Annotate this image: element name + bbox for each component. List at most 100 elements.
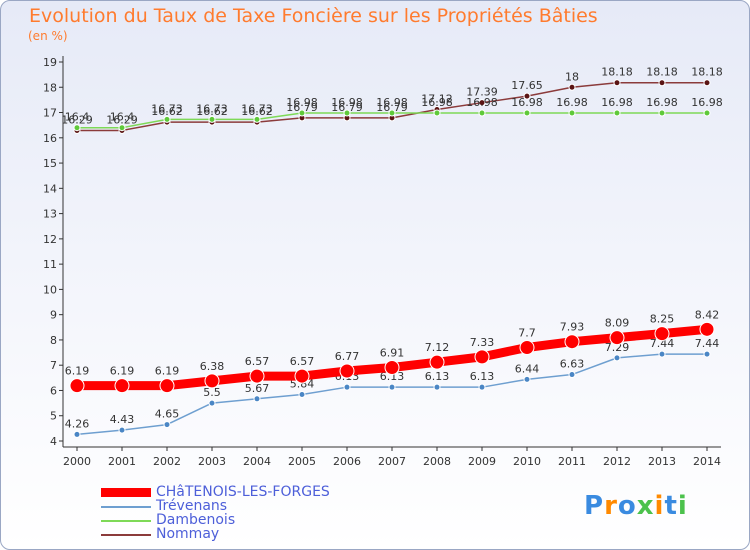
data-label: 6.38 xyxy=(200,360,225,373)
data-point xyxy=(654,326,670,342)
data-label: 5.67 xyxy=(245,382,270,395)
data-point xyxy=(478,383,486,391)
data-point xyxy=(388,109,396,117)
data-label: 7.12 xyxy=(425,341,450,354)
data-point xyxy=(253,395,261,403)
data-label: 5.84 xyxy=(290,378,315,391)
data-label: 16.98 xyxy=(691,96,723,109)
logo-letter: o xyxy=(617,491,637,521)
data-point xyxy=(658,79,666,87)
logo-letter: i xyxy=(654,491,665,521)
y-tick-label: 19 xyxy=(43,56,57,69)
legend-item: Nommay xyxy=(101,526,401,542)
data-point xyxy=(564,334,580,350)
data-point xyxy=(609,330,625,346)
x-tick-label: 2001 xyxy=(108,455,136,468)
data-point xyxy=(298,391,306,399)
logo-letter: P xyxy=(584,491,605,521)
y-tick-label: 4 xyxy=(50,435,57,448)
data-point xyxy=(294,368,310,384)
data-point xyxy=(114,378,130,394)
legend-swatch xyxy=(101,520,151,522)
data-label: 16.98 xyxy=(511,96,543,109)
data-point xyxy=(298,109,306,117)
data-point xyxy=(388,383,396,391)
data-label: 17.39 xyxy=(466,86,498,99)
x-tick-label: 2011 xyxy=(558,455,586,468)
y-tick-label: 17 xyxy=(43,107,57,120)
data-label: 16.79 xyxy=(376,101,408,114)
data-point xyxy=(474,349,490,365)
data-label: 17.65 xyxy=(511,79,543,92)
data-point xyxy=(658,350,666,358)
x-tick-label: 2014 xyxy=(693,455,721,468)
data-point xyxy=(433,383,441,391)
data-label: 6.19 xyxy=(155,365,180,378)
data-point xyxy=(208,399,216,407)
data-label: 8.25 xyxy=(650,313,675,326)
data-label: 8.09 xyxy=(605,317,630,330)
chart-title: Evolution du Taux de Taxe Foncière sur l… xyxy=(29,5,598,27)
data-label: 16.98 xyxy=(646,96,678,109)
legend: CHâTENOIS-LES-FORGES Trévenans Dambenois No… xyxy=(101,484,401,542)
y-tick-label: 16 xyxy=(43,132,57,145)
data-label: 16.98 xyxy=(376,96,408,109)
unit-label: (en %) xyxy=(28,29,68,43)
legend-item: CHâTENOIS-LES-FORGES xyxy=(101,484,401,500)
data-label: 16.98 xyxy=(601,96,633,109)
x-tick-label: 2003 xyxy=(198,455,226,468)
data-label: 18.18 xyxy=(601,66,633,79)
data-point xyxy=(523,375,531,383)
data-point xyxy=(69,378,85,394)
data-label: 16.62 xyxy=(151,105,183,118)
data-point xyxy=(523,109,531,117)
y-tick-label: 15 xyxy=(43,157,57,170)
data-point xyxy=(613,354,621,362)
data-point xyxy=(703,109,711,117)
x-tick-label: 2005 xyxy=(288,455,316,468)
data-point xyxy=(73,124,81,132)
data-point xyxy=(478,99,486,107)
data-point xyxy=(703,79,711,87)
data-point xyxy=(658,109,666,117)
x-tick-label: 2007 xyxy=(378,455,406,468)
data-label: 16.4 xyxy=(110,111,135,124)
data-point xyxy=(613,109,621,117)
data-label: 4.43 xyxy=(110,413,135,426)
data-label: 18.18 xyxy=(646,66,678,79)
data-point xyxy=(118,426,126,434)
data-label: 16.29 xyxy=(61,113,93,126)
data-label: 7.33 xyxy=(470,336,495,349)
data-label: 6.13 xyxy=(380,370,405,383)
legend-item: Trévenans xyxy=(101,498,401,514)
x-tick-label: 2013 xyxy=(648,455,676,468)
x-tick-label: 2012 xyxy=(603,455,631,468)
legend-swatch xyxy=(101,534,151,536)
data-label: 6.19 xyxy=(110,365,135,378)
data-label: 16.79 xyxy=(286,101,318,114)
data-point xyxy=(519,340,535,356)
data-label: 6.19 xyxy=(65,365,90,378)
y-tick-label: 6 xyxy=(50,384,57,397)
legend-swatch xyxy=(101,506,151,508)
data-label: 16.62 xyxy=(196,105,228,118)
data-label: 7.7 xyxy=(518,327,536,340)
x-tick-label: 2008 xyxy=(423,455,451,468)
y-tick-label: 13 xyxy=(43,208,57,221)
data-point xyxy=(568,371,576,379)
data-label: 6.91 xyxy=(380,346,405,359)
logo-letter: r xyxy=(604,491,618,521)
data-point xyxy=(163,115,171,123)
data-label: 7.44 xyxy=(695,337,720,350)
data-label: 6.57 xyxy=(290,355,315,368)
legend-label: Dambenois xyxy=(156,512,236,528)
y-tick-label: 12 xyxy=(43,233,57,246)
x-tick-label: 2009 xyxy=(468,455,496,468)
y-tick-label: 18 xyxy=(43,81,57,94)
data-label: 7.44 xyxy=(650,337,675,350)
data-label: 6.13 xyxy=(470,370,495,383)
data-label: 16.98 xyxy=(466,96,498,109)
data-point xyxy=(204,373,220,389)
data-point xyxy=(699,321,715,337)
x-tick-label: 2002 xyxy=(153,455,181,468)
